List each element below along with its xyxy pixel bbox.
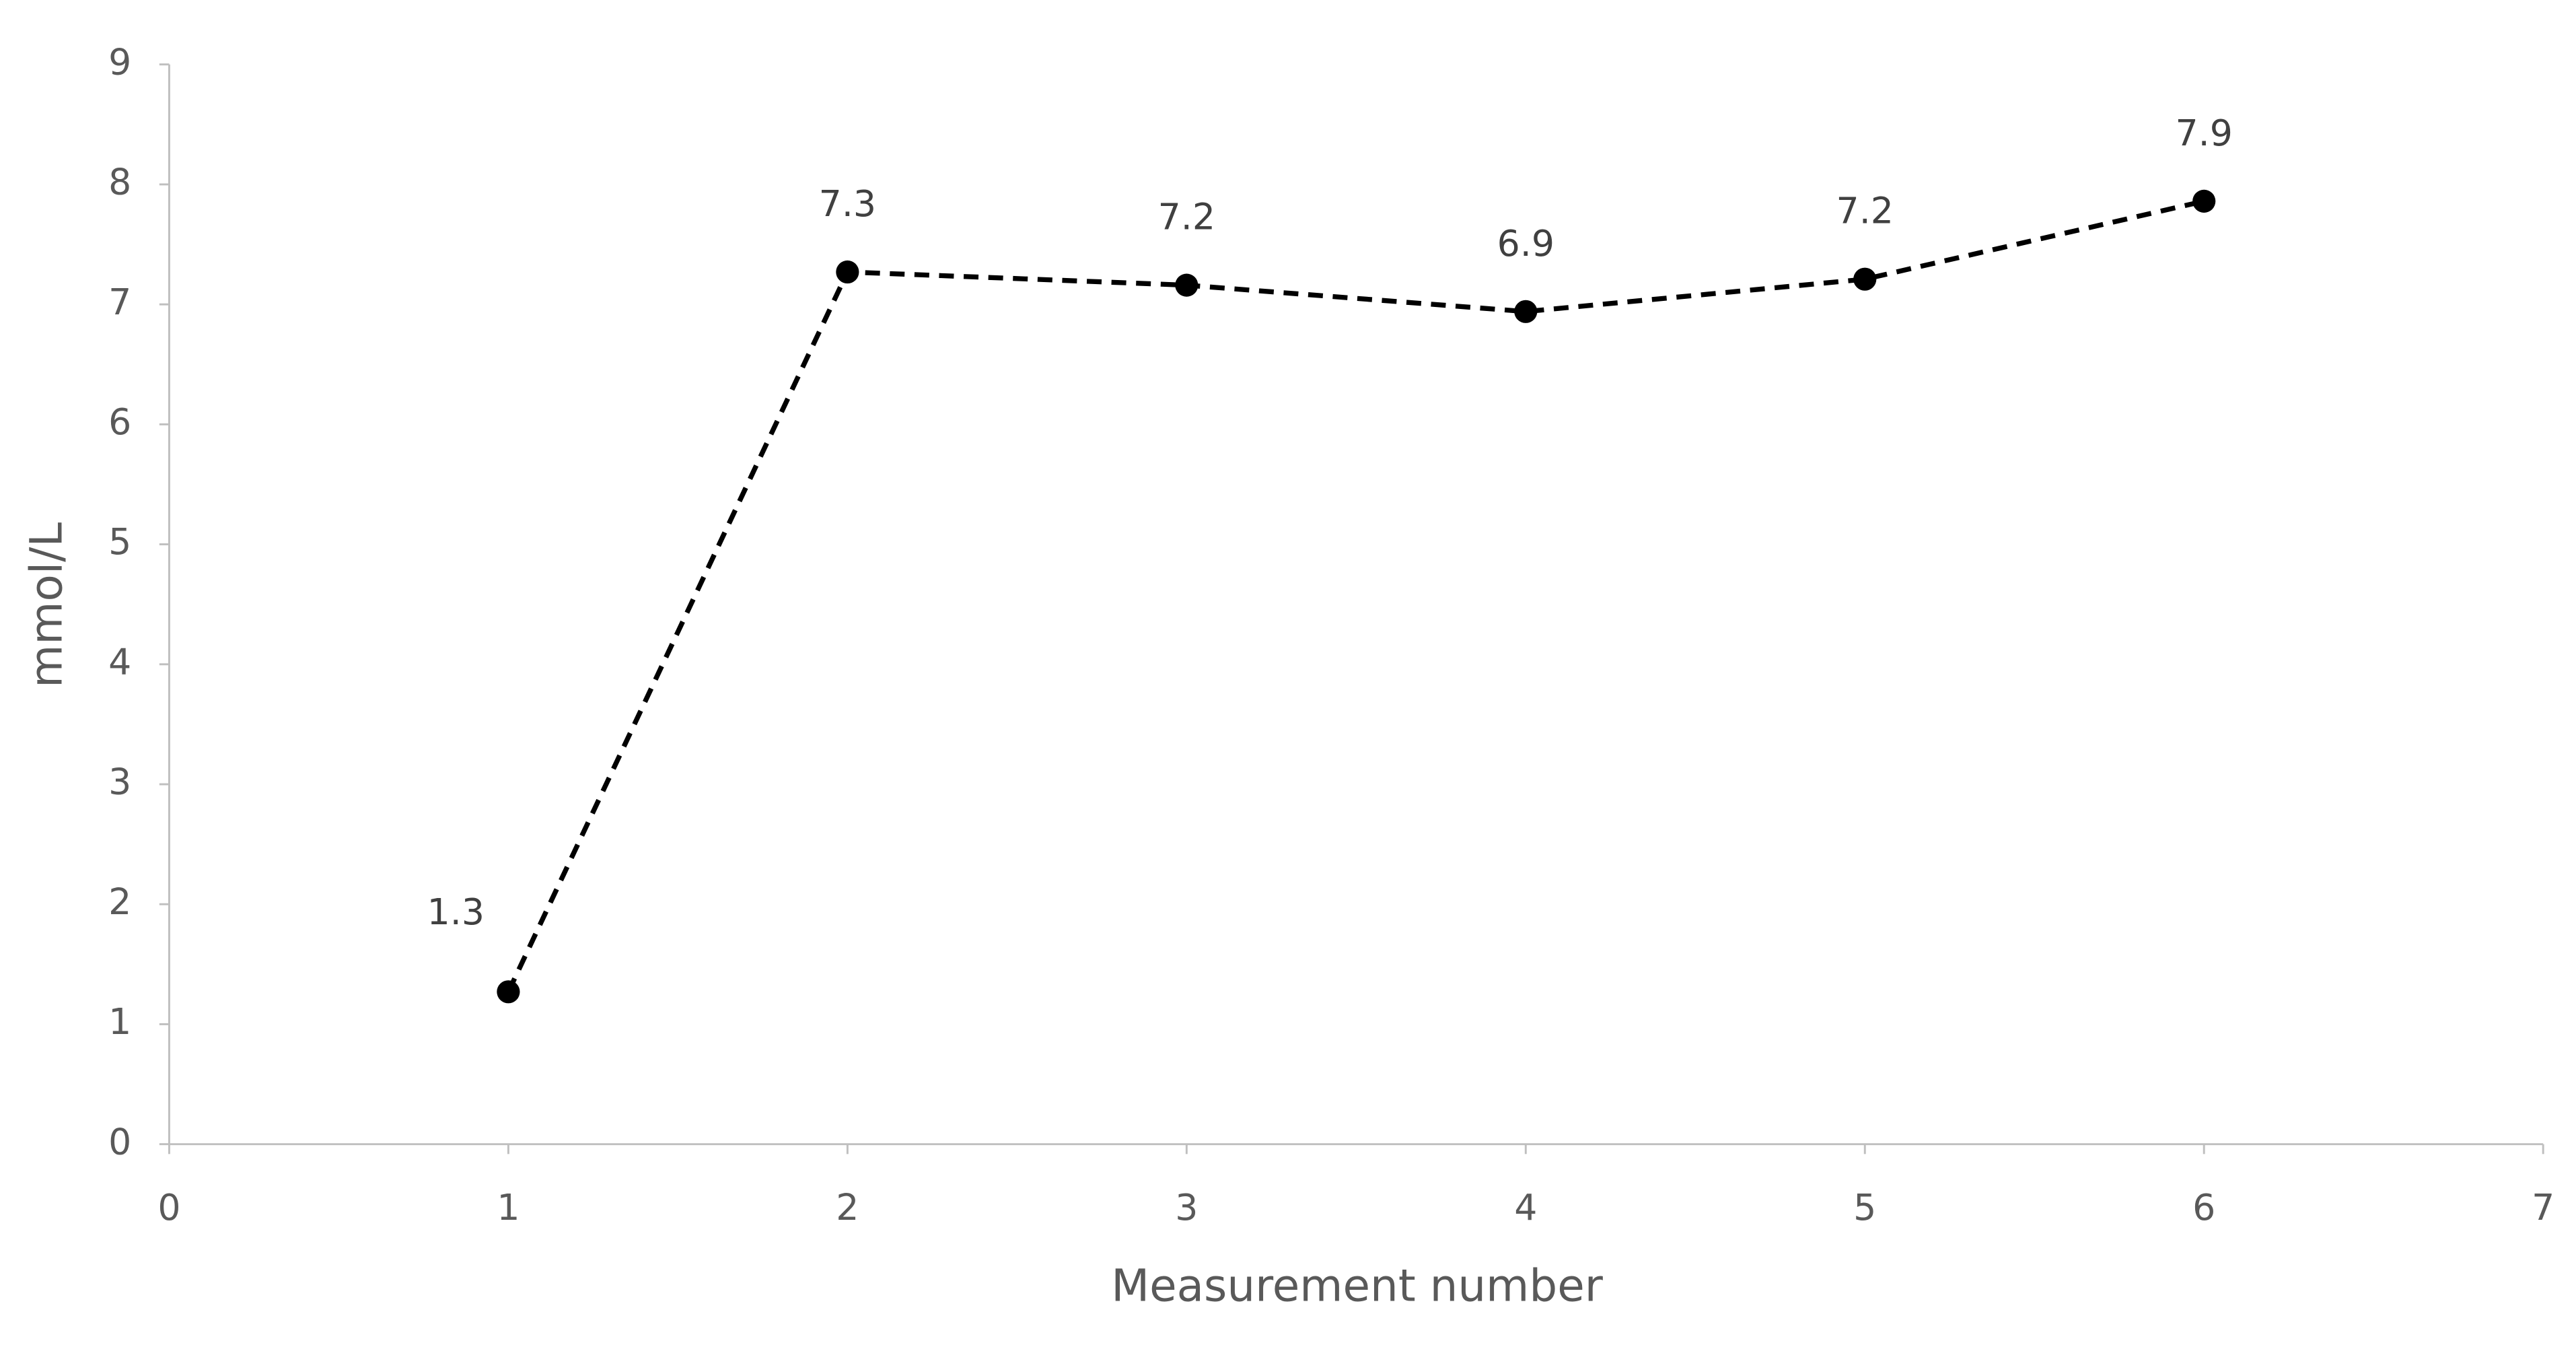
data-line	[506, 199, 2205, 993]
x-tick-label: 1	[497, 1186, 520, 1229]
x-tick-label: 2	[836, 1186, 859, 1229]
data-point	[497, 980, 520, 1004]
data-label: 7.3	[819, 182, 876, 225]
data-label: 7.2	[1158, 196, 1215, 238]
data-label: 6.9	[1497, 222, 1554, 265]
x-tick-label: 6	[2192, 1186, 2215, 1229]
data-label: 1.3	[427, 891, 485, 933]
y-tick-label: 4	[108, 640, 131, 683]
data-label: 7.9	[2176, 112, 2233, 154]
data-point	[1175, 273, 1198, 297]
data-point	[1514, 300, 1538, 323]
y-tick-label: 1	[108, 1000, 131, 1043]
x-tick-label: 5	[1853, 1186, 1876, 1229]
y-tick-label: 2	[108, 881, 131, 923]
y-tick-label: 8	[108, 161, 131, 203]
data-label: 7.2	[1836, 190, 1894, 232]
x-tick-label: 7	[2532, 1186, 2554, 1229]
y-tick-label: 6	[108, 401, 131, 443]
y-tick-label: 5	[108, 520, 131, 563]
x-axis-title: Measurement number	[1111, 1260, 1604, 1312]
x-tick-label: 4	[1514, 1186, 1537, 1229]
y-axis-title: mmol/L	[20, 522, 72, 688]
y-tick-label: 7	[108, 281, 131, 323]
y-tick-label: 9	[108, 40, 131, 83]
y-tick-label: 0	[108, 1120, 131, 1163]
data-point	[836, 260, 859, 284]
data-point	[2192, 189, 2216, 213]
y-tick-label: 3	[108, 761, 131, 803]
x-tick-label: 0	[157, 1186, 180, 1229]
data-point	[1853, 267, 1877, 291]
x-tick-label: 3	[1175, 1186, 1198, 1229]
